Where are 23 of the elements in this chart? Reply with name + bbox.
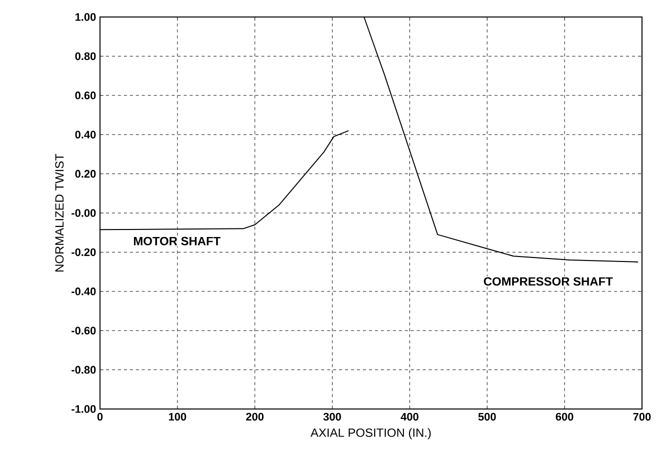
x-tick-label: 100 (168, 412, 186, 421)
x-tick-label: 400 (400, 412, 418, 421)
y-tick-label: -0.00 (72, 209, 96, 217)
x-tick-label: 700 (633, 412, 651, 421)
y-tick-label: 0.40 (75, 130, 96, 138)
x-tick-label: 500 (478, 412, 496, 421)
y-tick-label: -0.40 (72, 288, 96, 296)
x-axis-title: AXIAL POSITION (IN.) (310, 428, 431, 440)
y-axis-title: NORMALIZED TWIST (55, 154, 64, 272)
series-label: COMPRESSOR SHAFT (484, 277, 613, 286)
y-tick-label: -0.80 (72, 366, 96, 374)
x-tick-label: 0 (97, 412, 103, 421)
y-tick-label: -0.20 (72, 248, 96, 256)
x-tick-label: 200 (246, 412, 264, 421)
y-tick-label: -0.60 (72, 326, 96, 334)
y-tick-label: 0.80 (75, 52, 96, 60)
y-tick-label: 1.00 (76, 13, 96, 21)
x-tick-label: 300 (323, 412, 341, 421)
y-tick-label: 0.60 (75, 92, 96, 100)
y-tick-label: -1.00 (72, 405, 96, 413)
series-label: MOTOR SHAFT (134, 236, 221, 246)
x-tick-label: 600 (556, 412, 574, 421)
y-tick-label: 0.20 (75, 170, 96, 178)
